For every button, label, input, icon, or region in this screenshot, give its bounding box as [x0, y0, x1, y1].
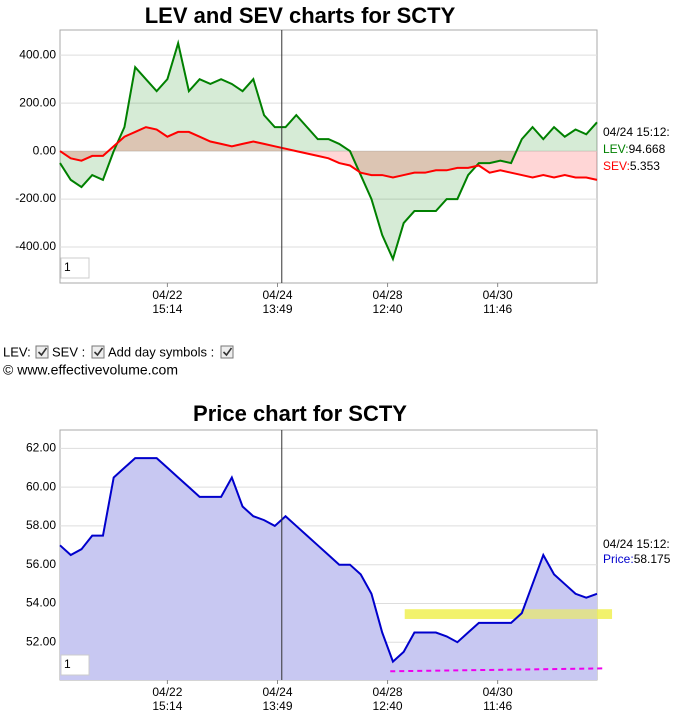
x-tick-label: 15:14 — [152, 699, 182, 713]
x-tick-label: 11:46 — [483, 302, 512, 316]
control-label: Add day symbols : — [108, 344, 214, 359]
x-tick-label: 12:40 — [373, 699, 403, 713]
readout-label: Price: — [603, 552, 634, 566]
x-tick-label: 04/30 — [483, 288, 513, 302]
zoom-box — [60, 654, 90, 676]
readout-label: SEV: — [603, 159, 630, 173]
highlight-band — [404, 609, 613, 619]
y-tick-label: 54.00 — [26, 596, 56, 610]
readout-time: 04/24 15:12: — [603, 537, 670, 551]
copyright: © www.effectivevolume.com — [3, 362, 178, 378]
readout-value: 58.175 — [634, 552, 671, 566]
x-tick-label: 04/28 — [373, 288, 403, 302]
zoom-label: 1 — [64, 260, 71, 274]
line — [59, 39, 598, 262]
y-tick-label: -400.00 — [15, 239, 56, 253]
readout-label: LEV: — [603, 142, 629, 156]
y-tick-label: 0.00 — [33, 143, 57, 157]
x-tick-label: 04/28 — [373, 685, 403, 699]
readout-value: 94.668 — [629, 142, 666, 156]
control-label: SEV : — [52, 344, 85, 359]
readout: LEV:94.668 — [603, 142, 666, 156]
x-tick-label: 04/24 — [262, 685, 292, 699]
x-tick-label: 13:49 — [262, 699, 292, 713]
area — [60, 127, 597, 180]
readout: Price:58.175 — [603, 552, 671, 566]
area — [60, 458, 597, 680]
y-tick-label: 60.00 — [26, 479, 56, 493]
checkbox[interactable] — [91, 345, 105, 359]
y-tick-label: 56.00 — [26, 557, 56, 571]
x-tick-label: 11:46 — [483, 699, 512, 713]
y-tick-label: 58.00 — [26, 518, 56, 532]
plot-area — [59, 29, 598, 284]
area — [60, 43, 597, 260]
x-tick-label: 12:40 — [373, 302, 403, 316]
chart-title: LEV and SEV charts for SCTY — [145, 3, 456, 28]
line — [59, 126, 598, 181]
checkbox[interactable] — [220, 345, 234, 359]
control-label: LEV: — [3, 344, 31, 359]
x-tick-label: 04/22 — [152, 288, 182, 302]
x-tick-label: 15:14 — [152, 302, 182, 316]
readout-value: 5.353 — [630, 159, 660, 173]
readout: SEV:5.353 — [603, 159, 660, 173]
y-tick-label: 200.00 — [19, 95, 56, 109]
y-tick-label: -200.00 — [15, 191, 56, 205]
x-tick-label: 04/22 — [152, 685, 182, 699]
zoom-label: 1 — [64, 657, 71, 671]
x-tick-label: 04/30 — [483, 685, 513, 699]
y-tick-label: 400.00 — [19, 47, 56, 61]
y-tick-label: 62.00 — [26, 441, 56, 455]
checkbox[interactable] — [35, 345, 49, 359]
line — [59, 457, 598, 664]
x-tick-label: 04/24 — [262, 288, 292, 302]
zoom-box — [60, 257, 90, 279]
readout-time: 04/24 15:12: — [603, 125, 670, 139]
y-tick-label: 52.00 — [26, 634, 56, 648]
x-tick-label: 13:49 — [262, 302, 292, 316]
chart-title: Price chart for SCTY — [193, 401, 407, 426]
